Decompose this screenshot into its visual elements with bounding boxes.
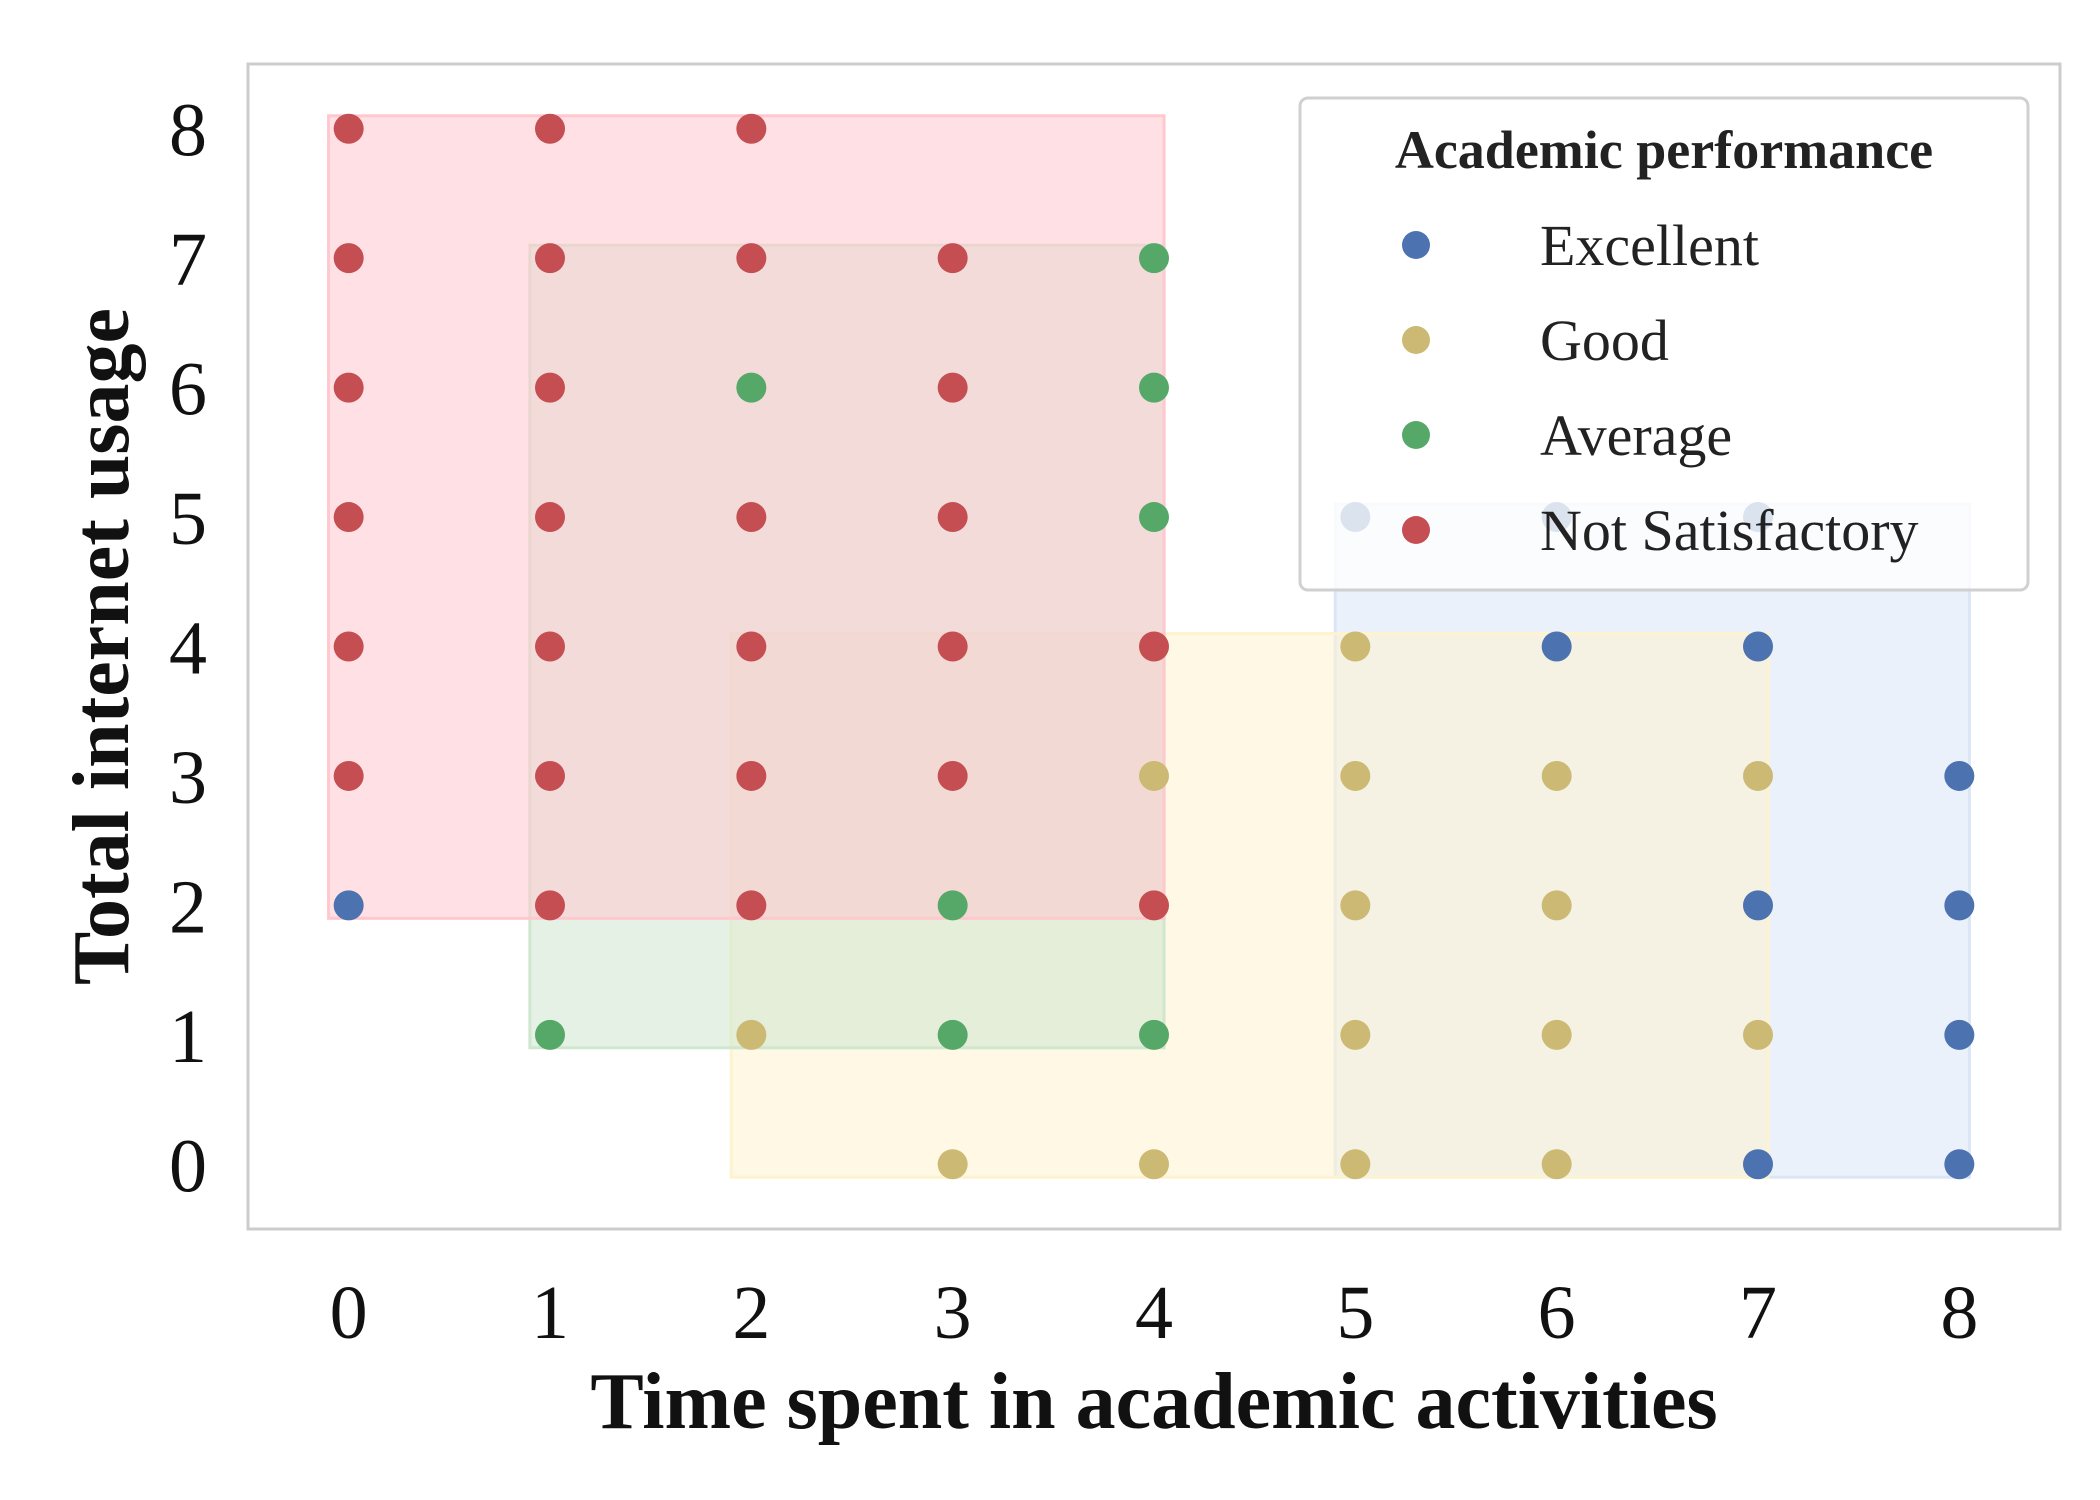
point-not-satisfactory	[535, 760, 565, 791]
point-not-satisfactory	[937, 760, 968, 791]
legend-marker-not-satisfactory	[1402, 516, 1430, 544]
point-average	[1139, 243, 1169, 274]
point-excellent	[1541, 631, 1572, 662]
point-not-satisfactory	[937, 243, 968, 274]
point-not-satisfactory	[937, 372, 968, 403]
point-excellent	[333, 890, 364, 921]
x-tick-label: 7	[1739, 1271, 1777, 1355]
plot-frame	[246, 62, 2062, 1231]
legend-items: Excellent Good Average Not Satisfactory	[1402, 213, 1919, 563]
point-excellent	[1743, 631, 1773, 662]
point-not-satisfactory	[535, 890, 565, 921]
point-good	[1340, 890, 1371, 921]
point-not-satisfactory	[736, 113, 767, 144]
legend-title: Academic performance	[1395, 120, 1933, 180]
x-tick-label: 4	[1135, 1271, 1173, 1355]
x-tick-label: 3	[934, 1271, 972, 1355]
point-good	[1139, 1149, 1169, 1180]
y-tick-label: 2	[169, 865, 207, 949]
legend-label: Good	[1540, 308, 1669, 373]
point-not-satisfactory	[1139, 631, 1169, 662]
point-excellent	[1743, 890, 1773, 921]
point-excellent	[1944, 1149, 1975, 1180]
y-tick-label: 3	[169, 736, 207, 820]
point-good	[1139, 760, 1169, 791]
point-excellent	[1743, 1149, 1773, 1180]
x-tick-label: 1	[531, 1271, 569, 1355]
legend-label: Not Satisfactory	[1540, 498, 1919, 563]
point-not-satisfactory	[333, 113, 364, 144]
legend-marker-good	[1402, 326, 1430, 354]
point-not-satisfactory	[736, 890, 767, 921]
y-tick-label: 1	[169, 995, 207, 1079]
x-tick-label: 5	[1336, 1271, 1374, 1355]
y-tick-label: 4	[169, 607, 207, 691]
point-average	[1139, 372, 1169, 403]
point-not-satisfactory	[333, 760, 364, 791]
point-not-satisfactory	[333, 243, 364, 274]
point-good	[937, 1149, 968, 1180]
point-average	[1139, 502, 1169, 533]
y-axis-title: Total internet usage	[58, 308, 146, 985]
point-good	[1340, 1019, 1371, 1050]
point-average	[1139, 1019, 1169, 1050]
point-not-satisfactory	[535, 113, 565, 144]
point-not-satisfactory	[937, 631, 968, 662]
point-good	[1541, 760, 1572, 791]
legend-label: Excellent	[1540, 213, 1759, 278]
point-not-satisfactory	[535, 631, 565, 662]
point-excellent	[1944, 890, 1975, 921]
point-not-satisfactory	[736, 760, 767, 791]
point-average	[535, 1019, 565, 1050]
x-tick-label: 2	[732, 1271, 770, 1355]
point-good	[1743, 1019, 1773, 1050]
point-good	[736, 1019, 767, 1050]
legend-marker-average	[1402, 421, 1430, 449]
point-average	[937, 890, 968, 921]
x-tick-label: 0	[330, 1271, 368, 1355]
point-not-satisfactory	[736, 631, 767, 662]
point-excellent	[1944, 1019, 1975, 1050]
point-not-satisfactory	[736, 502, 767, 533]
y-tick-label: 0	[169, 1124, 207, 1208]
point-good	[1340, 631, 1371, 662]
x-axis-title: Time spent in academic activities	[590, 1358, 1717, 1446]
y-tick-label: 7	[169, 218, 207, 302]
point-not-satisfactory	[1139, 890, 1169, 921]
point-good	[1541, 1019, 1572, 1050]
legend-marker-excellent	[1402, 231, 1430, 259]
point-good	[1743, 760, 1773, 791]
point-not-satisfactory	[333, 502, 364, 533]
x-ticks: 0 1 2 3 4 5 6 7 8	[330, 1271, 1979, 1355]
legend-box	[1298, 96, 2030, 592]
point-not-satisfactory	[535, 372, 565, 403]
y-tick-label: 8	[169, 89, 207, 173]
y-tick-label: 5	[169, 477, 207, 561]
point-excellent	[1944, 760, 1975, 791]
point-not-satisfactory	[535, 502, 565, 533]
point-not-satisfactory	[535, 243, 565, 274]
x-tick-label: 8	[1940, 1271, 1978, 1355]
point-not-satisfactory	[736, 243, 767, 274]
y-ticks: 0 1 2 3 4 5 6 7 8	[169, 89, 207, 1209]
point-good	[1541, 1149, 1572, 1180]
point-average	[937, 1019, 968, 1050]
point-not-satisfactory	[333, 372, 364, 403]
legend-label: Average	[1540, 403, 1732, 468]
point-good	[1340, 760, 1371, 791]
point-not-satisfactory	[333, 631, 364, 662]
point-not-satisfactory	[937, 502, 968, 533]
legend: Academic performance Excellent Good Averag…	[1298, 96, 2030, 592]
point-good	[1340, 1149, 1371, 1180]
x-tick-label: 6	[1538, 1271, 1576, 1355]
point-average	[736, 372, 767, 403]
point-good	[1541, 890, 1572, 921]
y-tick-label: 6	[169, 348, 207, 432]
